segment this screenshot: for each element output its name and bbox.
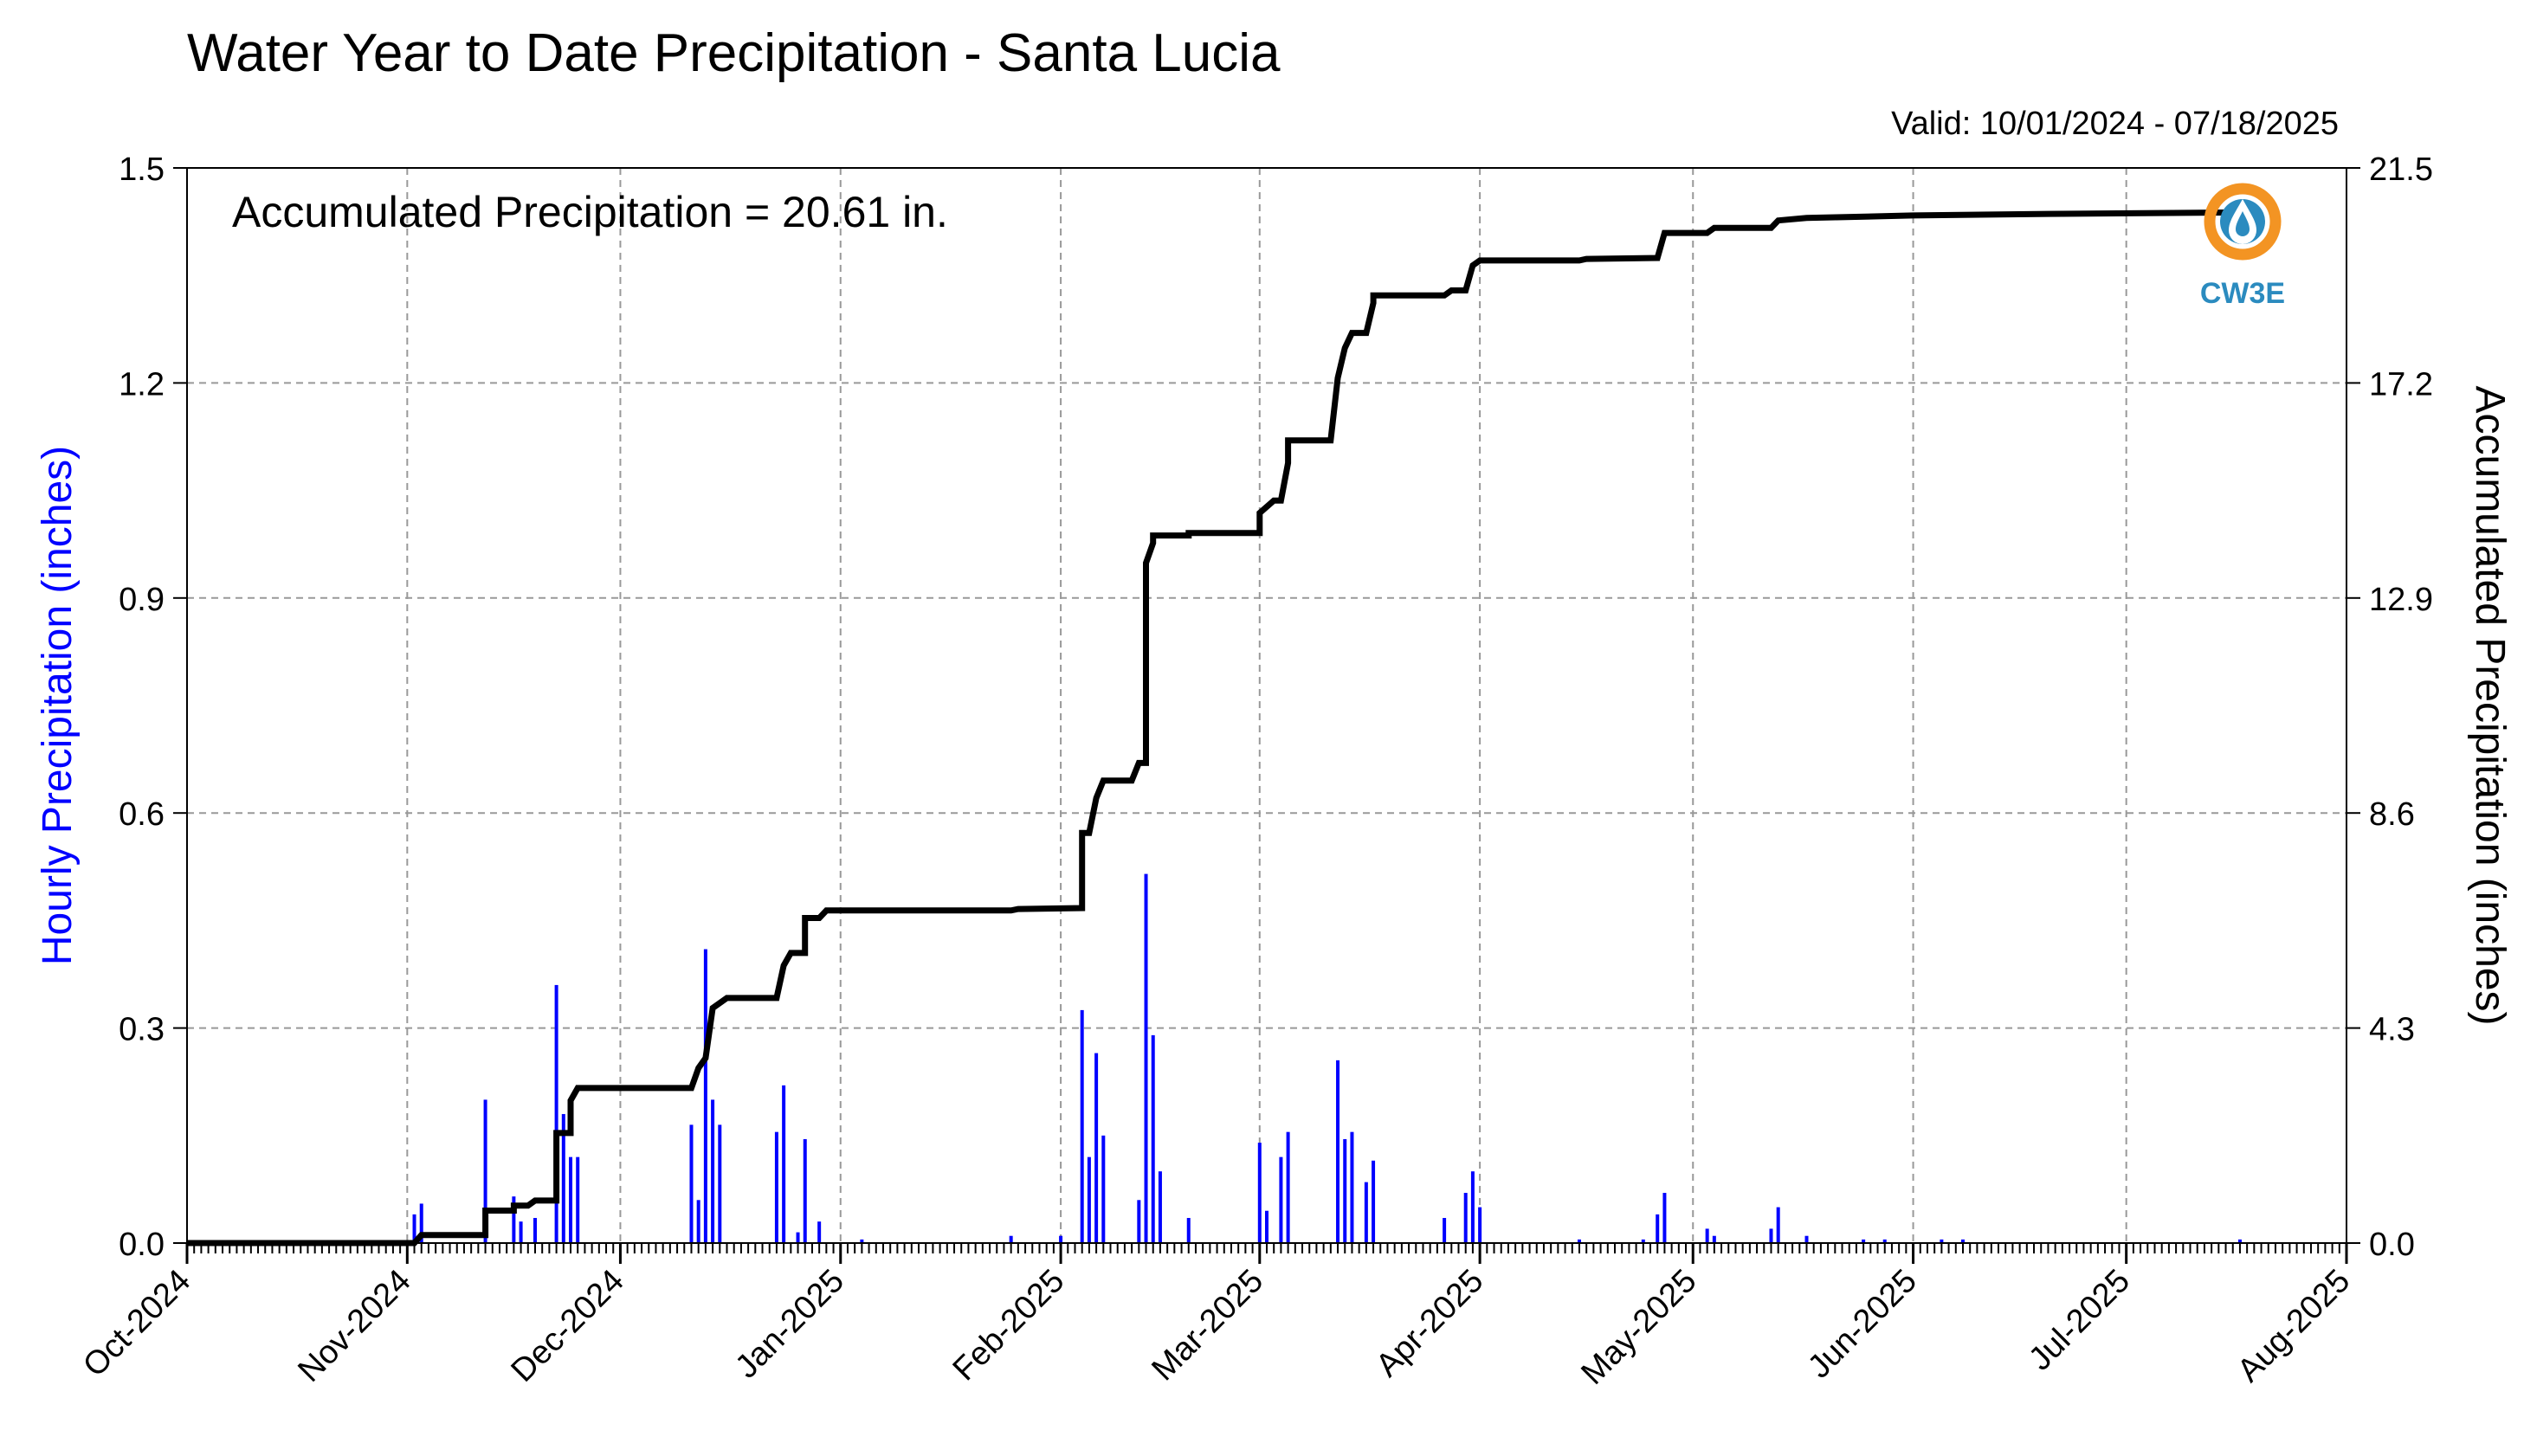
hourly-bar <box>860 1239 864 1243</box>
hourly-bar <box>1059 1235 1063 1243</box>
plot-frame <box>186 167 2347 1244</box>
y-right-tick-label: 8.6 <box>2369 796 2415 833</box>
hourly-bar <box>1364 1182 1368 1243</box>
y-right-tick-label: 0.0 <box>2369 1227 2415 1263</box>
hourly-bar <box>554 984 558 1243</box>
hourly-bar <box>1186 1218 1191 1243</box>
x-tick-label: May-2025 <box>1574 1263 1703 1392</box>
x-tick-label: Jun-2025 <box>1801 1263 1924 1386</box>
hourly-bar <box>1144 873 1148 1243</box>
hourly-bar <box>1712 1235 1716 1243</box>
hourly-bar <box>1350 1131 1354 1243</box>
hourly-bar <box>561 1113 565 1243</box>
hourly-bar <box>817 1221 822 1243</box>
hourly-bar <box>1137 1200 1141 1243</box>
hourly-bar <box>1336 1060 1340 1243</box>
accumulated-annotation: Accumulated Precipitation = 20.61 in. <box>232 188 948 236</box>
hourly-bar <box>1882 1239 1887 1243</box>
x-tick-label: Mar-2025 <box>1145 1263 1270 1388</box>
hourly-bar <box>1577 1239 1581 1243</box>
chart-title: Water Year to Date Precipitation - Santa… <box>187 23 1281 83</box>
hourly-bar <box>1478 1207 1482 1243</box>
hourly-bar <box>1087 1156 1091 1243</box>
hourly-bar <box>1158 1171 1162 1243</box>
y-right-tick-label: 4.3 <box>2369 1012 2415 1048</box>
hourly-bar <box>1463 1193 1468 1243</box>
hourly-bar <box>1769 1228 1773 1243</box>
x-tick-label: Feb-2025 <box>946 1263 1072 1388</box>
hourly-bar <box>1372 1160 1376 1243</box>
hourly-bar <box>1286 1131 1290 1243</box>
hourly-bar <box>1151 1034 1155 1243</box>
hourly-bar <box>1705 1228 1709 1243</box>
hourly-bar <box>1862 1239 1866 1243</box>
hourly-bar <box>412 1214 416 1243</box>
y-axis-right-label: Accumulated Precipitation (inches) <box>2467 385 2513 1025</box>
hourly-bar <box>1257 1143 1262 1243</box>
hourly-bar <box>718 1124 722 1243</box>
x-tick-label: Oct-2024 <box>76 1263 197 1384</box>
hourly-bar <box>1080 1009 1084 1243</box>
hourly-bar <box>1094 1053 1099 1243</box>
hourly-bar <box>483 1099 487 1243</box>
y-left-tick-label: 1.5 <box>119 151 165 188</box>
x-tick-label: Jan-2025 <box>728 1263 851 1386</box>
hourly-bar <box>512 1196 516 1243</box>
valid-date-range: Valid: 10/01/2024 - 07/18/2025 <box>1891 106 2339 142</box>
hourly-bar <box>1443 1218 1447 1243</box>
hourly-bar <box>1470 1171 1475 1243</box>
hourly-bar <box>711 1099 715 1243</box>
y-right-tick-label: 21.5 <box>2369 151 2433 188</box>
y-left-tick-label: 0.0 <box>119 1227 165 1263</box>
hourly-bar <box>2237 1239 2242 1243</box>
hourly-bar <box>1656 1214 1660 1243</box>
hourly-bar <box>1662 1193 1667 1243</box>
hourly-bar <box>533 1218 537 1243</box>
hourly-bar <box>419 1203 423 1243</box>
hourly-bar <box>1279 1156 1283 1243</box>
grid-layer <box>187 168 2346 1243</box>
hourly-bars <box>412 873 2242 1243</box>
hourly-bar <box>1776 1207 1780 1243</box>
y-axis-left-label: Hourly Precipitation (inches) <box>35 446 81 965</box>
cw3e-logo-icon: CW3E <box>2200 183 2285 310</box>
hourly-bar <box>519 1221 523 1243</box>
hourly-bar <box>1101 1135 1106 1243</box>
hourly-bar <box>576 1156 580 1243</box>
accumulated-line <box>187 209 2248 1247</box>
hourly-bar <box>703 949 707 1243</box>
hourly-bar <box>1641 1239 1645 1243</box>
y-left-tick-label: 1.2 <box>119 366 165 403</box>
tick-layer: 0.0 0.3 0.6 0.9 1.2 1.5 0.0 4.3 8.6 12.9 17.2 21.5 O… <box>76 151 2433 1392</box>
hourly-bar <box>774 1131 778 1243</box>
y-right-tick-label: 17.2 <box>2369 366 2433 403</box>
hourly-bar <box>569 1156 573 1243</box>
hourly-bar <box>1960 1239 1965 1243</box>
hourly-bar <box>696 1200 700 1243</box>
cw3e-logo-text: CW3E <box>2200 277 2285 310</box>
hourly-bar <box>689 1124 694 1243</box>
hourly-bar <box>1940 1239 1944 1243</box>
hourly-bar <box>1009 1235 1013 1243</box>
hourly-bar <box>1265 1210 1268 1243</box>
hourly-bar <box>803 1138 807 1243</box>
x-tick-label: Apr-2025 <box>1369 1263 1490 1384</box>
hourly-bar <box>782 1085 786 1243</box>
y-left-tick-label: 0.3 <box>119 1012 165 1048</box>
y-right-tick-label: 12.9 <box>2369 582 2433 618</box>
y-left-tick-label: 0.9 <box>119 582 165 618</box>
hourly-bar <box>1804 1235 1809 1243</box>
x-tick-label: Dec-2024 <box>505 1263 631 1389</box>
hourly-bar <box>796 1232 800 1243</box>
x-tick-label: Aug-2025 <box>2230 1263 2357 1389</box>
hourly-bar <box>1343 1138 1347 1243</box>
x-tick-label: Nov-2024 <box>291 1263 417 1389</box>
x-tick-label: Jul-2025 <box>2022 1263 2137 1378</box>
y-left-tick-label: 0.6 <box>119 796 165 833</box>
